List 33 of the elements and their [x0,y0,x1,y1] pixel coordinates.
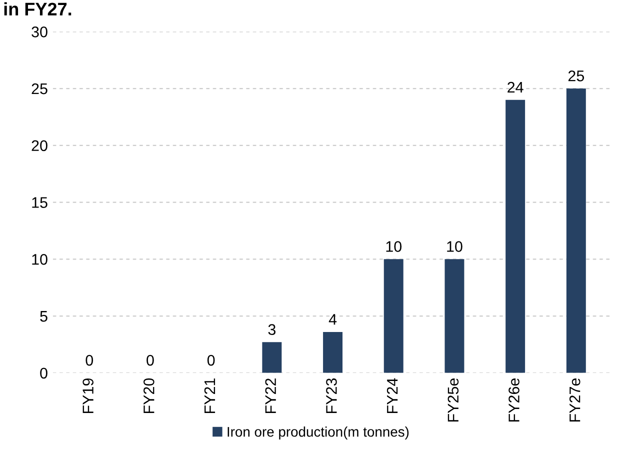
y-tick-label: 10 [32,254,48,265]
bar [566,88,586,373]
x-tick-label: FY20 [144,378,154,414]
data-label: 0 [86,354,94,366]
y-tick-label: 15 [32,197,48,208]
x-tick-label: FY27e [569,378,580,422]
data-label: 0 [146,354,154,366]
y-tick-label: 0 [40,368,48,379]
y-tick-label: 5 [40,311,48,322]
data-label: 24 [508,82,524,93]
bar [262,342,282,373]
bar [444,259,464,373]
data-label: 25 [568,70,584,82]
x-tick-label: FY26e [508,378,520,422]
data-label: 4 [328,314,337,325]
x-tick-label: FY22 [265,378,276,414]
y-tick-label: 20 [32,140,48,152]
y-tick-label: 25 [32,83,48,94]
legend-label: Iron ore production(m tonnes) [228,426,409,440]
bar [323,332,343,373]
x-tick-label: FY21 [204,378,216,414]
x-tick-label: FY23 [326,378,337,414]
bar [384,259,404,373]
y-tick-label: 30 [32,26,48,38]
x-tick-label: FY25e [448,378,459,422]
data-label: 10 [447,241,462,252]
x-tick-label: FY19 [82,378,94,414]
chart-title: in FY27. [4,2,72,16]
x-tick-label: FY24 [386,378,398,414]
data-label: 0 [207,354,215,366]
data-label: 10 [386,241,402,252]
data-label: 3 [268,324,276,335]
bar [506,100,526,373]
